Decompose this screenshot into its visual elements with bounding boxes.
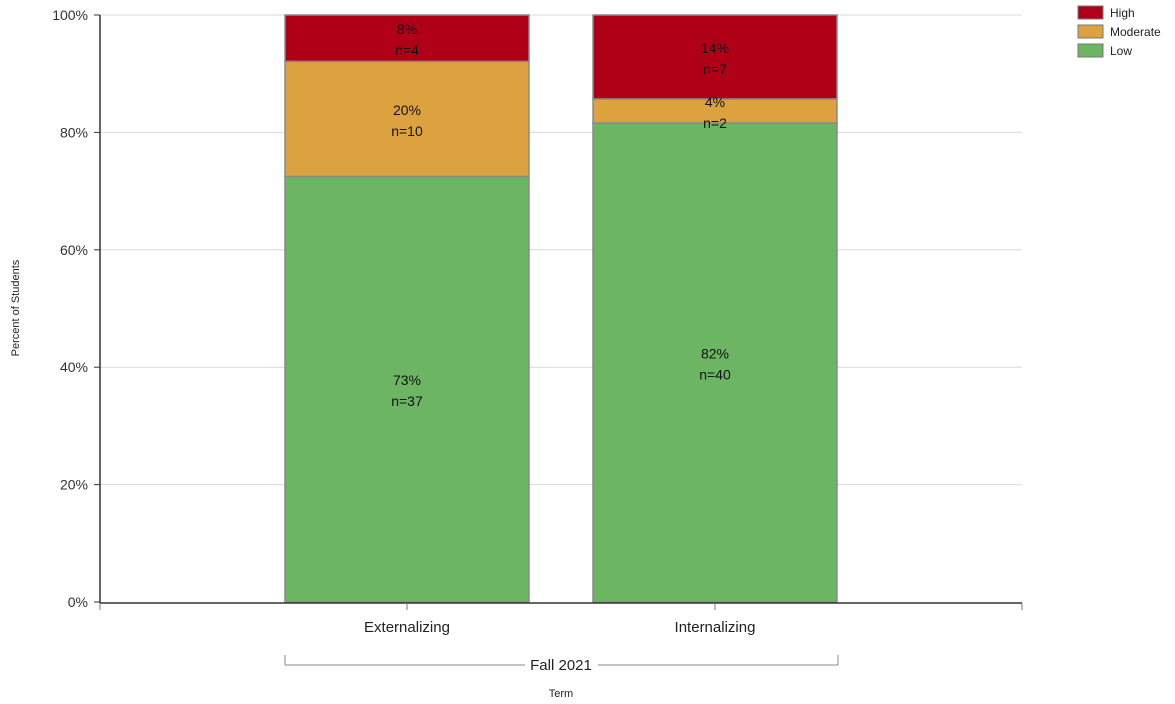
term-group: Fall 2021 xyxy=(284,655,839,674)
legend-swatch-high xyxy=(1077,5,1104,20)
segment-count-label: n=10 xyxy=(391,123,423,139)
segment-percent-label: 20% xyxy=(393,102,421,118)
legend-swatch-low xyxy=(1077,43,1104,58)
y-tick-label: 20% xyxy=(60,477,88,493)
segment-count-label: n=37 xyxy=(391,393,423,409)
segment-percent-label: 82% xyxy=(701,346,729,362)
bar-segment-moderate xyxy=(284,60,530,178)
bar-segment-low xyxy=(592,122,838,603)
segment-percent-label: 8% xyxy=(397,21,417,37)
segment-count-label: n=4 xyxy=(395,42,419,58)
y-tick-label: 0% xyxy=(68,594,88,610)
legend-label-moderate: Moderate xyxy=(1110,25,1161,39)
segment-percent-label: 73% xyxy=(393,372,421,388)
segment-count-label: n=40 xyxy=(699,367,731,383)
bar-segment-low xyxy=(284,175,530,603)
bar-segment-high xyxy=(592,14,838,100)
segment-count-label: n=2 xyxy=(703,115,727,131)
y-tick-labels: 0% 20% 40% 60% 80% 100% xyxy=(52,7,88,610)
segment-percent-label: 14% xyxy=(701,40,729,56)
y-tick-label: 100% xyxy=(52,7,88,23)
legend-label-high: High xyxy=(1110,6,1135,20)
segment-count-label: n=7 xyxy=(703,61,727,77)
legend: High Moderate Low xyxy=(1077,5,1161,58)
y-tick-label: 40% xyxy=(60,359,88,375)
x-category-labels: Externalizing Internalizing xyxy=(364,619,755,636)
x-axis-label: Term xyxy=(549,688,573,700)
group-label: Fall 2021 xyxy=(530,657,592,674)
y-tick-label: 80% xyxy=(60,124,88,140)
bar-segment-moderate xyxy=(592,98,838,124)
legend-swatch-moderate xyxy=(1077,24,1104,39)
grid-lines xyxy=(94,14,1022,603)
legend-label-low: Low xyxy=(1110,44,1132,58)
bar-segment-high xyxy=(284,14,530,63)
bars xyxy=(284,14,838,603)
segment-labels: 73% n=37 20% n=10 8% n=4 82% n=40 4% n=2 14% n=7 xyxy=(391,21,731,409)
axes xyxy=(99,15,1023,610)
x-category-label: Internalizing xyxy=(675,619,756,636)
segment-percent-label: 4% xyxy=(705,94,725,110)
y-tick-label: 60% xyxy=(60,242,88,258)
x-category-label: Externalizing xyxy=(364,619,450,636)
y-axis-label: Percent of Students xyxy=(10,259,22,356)
